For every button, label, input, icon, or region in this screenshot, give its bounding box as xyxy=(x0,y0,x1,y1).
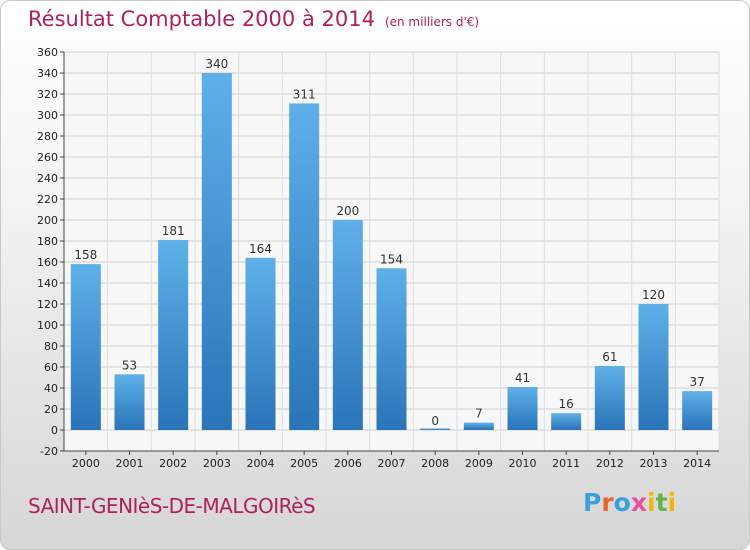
bars xyxy=(70,73,713,430)
y-tick-label: 260 xyxy=(37,151,58,164)
logo-letter: o xyxy=(613,488,631,517)
bar-2004 xyxy=(245,257,276,430)
x-tick-label-2012: 2012 xyxy=(596,457,624,470)
bar-2013 xyxy=(638,304,669,430)
value-label-2011: 16 xyxy=(559,397,574,411)
bar-2009 xyxy=(463,422,494,430)
logo-letter: x xyxy=(630,488,647,517)
value-label-2005: 311 xyxy=(293,87,316,101)
y-tick-label: 240 xyxy=(37,172,58,185)
bar-2008 xyxy=(420,428,451,430)
y-tick-label: 160 xyxy=(37,256,58,269)
y-tick-label: 140 xyxy=(37,277,58,290)
bar-2001 xyxy=(114,374,145,430)
value-label-2004: 164 xyxy=(249,242,272,256)
y-tick-label: 20 xyxy=(44,403,58,416)
y-tick-label: 220 xyxy=(37,193,58,206)
proxiti-logo: Proxiti xyxy=(583,488,676,517)
x-tick-label-2014: 2014 xyxy=(683,457,711,470)
bar-2012 xyxy=(594,365,625,430)
bar-2003 xyxy=(201,73,232,430)
x-tick-label-2009: 2009 xyxy=(465,457,493,470)
y-tick-label: 180 xyxy=(37,235,58,248)
title-text: Résultat Comptable 2000 à 2014 xyxy=(28,7,375,31)
bar-2000 xyxy=(70,264,101,430)
y-tick-label: 320 xyxy=(37,88,58,101)
x-tick-label-2003: 2003 xyxy=(203,457,231,470)
x-tick-label-2006: 2006 xyxy=(334,457,362,470)
y-tick-label: 300 xyxy=(37,109,58,122)
y-tick-label: -20 xyxy=(40,445,58,458)
bar-2014 xyxy=(682,391,713,430)
logo-letter: i xyxy=(647,488,656,517)
value-label-2006: 200 xyxy=(336,204,359,218)
x-tick-label-2010: 2010 xyxy=(509,457,537,470)
x-tick-label-2001: 2001 xyxy=(116,457,144,470)
title-unit: (en milliers d'€) xyxy=(384,15,480,29)
value-label-2009: 7 xyxy=(475,407,483,421)
x-tick-label-2013: 2013 xyxy=(640,457,668,470)
y-tick-label: 200 xyxy=(37,214,58,227)
bar-2002 xyxy=(158,239,189,430)
y-tick-label: 0 xyxy=(51,424,58,437)
x-tick-label-2000: 2000 xyxy=(72,457,100,470)
bar-chart: -200204060801001201401601802002202402602… xyxy=(37,46,720,470)
value-label-2013: 120 xyxy=(642,288,665,302)
bar-2010 xyxy=(507,386,538,430)
value-label-2012: 61 xyxy=(602,350,617,364)
x-tick-label-2005: 2005 xyxy=(290,457,318,470)
x-tick-label-2004: 2004 xyxy=(247,457,275,470)
logo-letter: i xyxy=(667,488,677,517)
value-label-2014: 37 xyxy=(690,375,705,389)
value-labels: 158 53 181 340 164 311 200 154 0 7 41 16 61 120 37 xyxy=(74,57,704,428)
y-tick-label: 360 xyxy=(37,46,58,59)
value-label-2007: 154 xyxy=(380,252,403,266)
logo-letter: P xyxy=(583,488,602,517)
bar-2005 xyxy=(289,103,320,430)
bar-2011 xyxy=(551,413,582,430)
y-tick-label: 40 xyxy=(44,382,58,395)
x-tick-label-2002: 2002 xyxy=(159,457,187,470)
y-tick-label: 120 xyxy=(37,298,58,311)
x-tick-label-2007: 2007 xyxy=(378,457,406,470)
logo-letter: r xyxy=(601,488,614,517)
value-label-2008: 0 xyxy=(431,414,439,428)
value-label-2001: 53 xyxy=(122,358,137,372)
chart-title: Résultat Comptable 2000 à 2014 (en millie… xyxy=(28,7,479,31)
y-tick-label: 80 xyxy=(44,340,58,353)
axes: -200204060801001201401601802002202402602… xyxy=(37,46,719,470)
y-tick-label: 60 xyxy=(44,361,58,374)
value-label-2002: 181 xyxy=(162,224,185,238)
x-tick-label-2011: 2011 xyxy=(552,457,580,470)
value-label-2010: 41 xyxy=(515,371,530,385)
bar-2006 xyxy=(332,220,363,430)
commune-name: SAINT-GENIèS-DE-MALGOIRèS xyxy=(28,494,316,518)
y-tick-label: 340 xyxy=(37,67,58,80)
bar-2007 xyxy=(376,268,407,430)
y-tick-label: 280 xyxy=(37,130,58,143)
logo-letter: t xyxy=(655,488,668,517)
value-label-2003: 340 xyxy=(205,57,228,71)
x-tick-label-2008: 2008 xyxy=(421,457,449,470)
value-label-2000: 158 xyxy=(74,248,97,262)
y-tick-label: 100 xyxy=(37,319,58,332)
